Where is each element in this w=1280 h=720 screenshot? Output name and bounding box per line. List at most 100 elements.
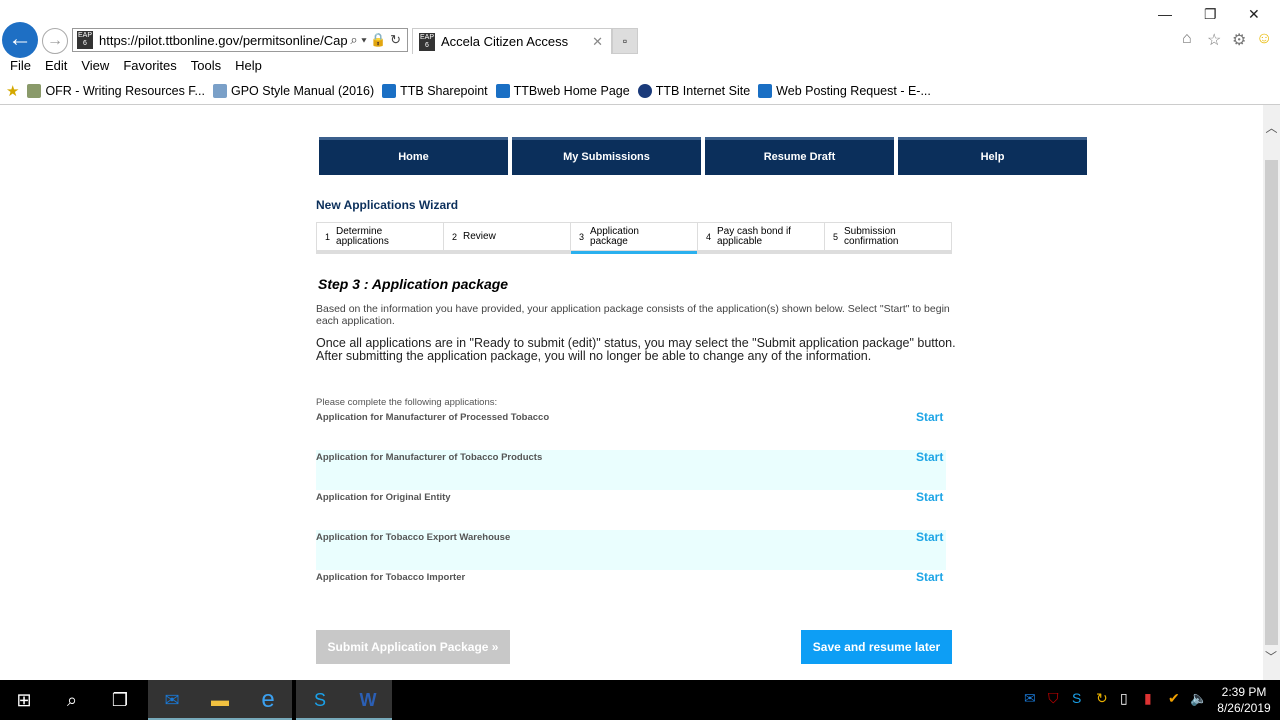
tab-title: Accela Citizen Access <box>441 34 569 49</box>
step-heading: Step 3 : Application package <box>318 276 509 292</box>
close-tab-icon[interactable]: ✕ <box>592 33 603 49</box>
application-row: Application for Tobacco Export Warehouse… <box>316 530 946 570</box>
application-row: Application for Original Entity Start <box>316 490 946 530</box>
search-icon[interactable]: ⌕ <box>66 690 78 710</box>
file-explorer-icon[interactable]: ▬ <box>196 680 244 720</box>
submit-package-button[interactable]: Submit Application Package » <box>316 630 510 664</box>
smiley-icon[interactable]: ☺ <box>1256 30 1273 47</box>
step-number: 4 <box>706 231 712 242</box>
skype-icon[interactable]: S <box>296 680 344 720</box>
step-2: 2 Review <box>444 223 571 250</box>
favorites-star-icon[interactable]: ☆ <box>1207 32 1222 49</box>
nav-help[interactable]: Help <box>898 137 1087 175</box>
forward-button[interactable]: → <box>42 28 68 54</box>
ttb-seal-icon <box>637 84 652 98</box>
instructions-text: Once all applications are in "Ready to s… <box>316 336 956 363</box>
step-1: 1 Determine applications <box>317 223 444 250</box>
start-link[interactable]: Start <box>916 570 944 584</box>
usb-icon[interactable]: ▯ <box>1120 690 1128 706</box>
application-row: Application for Manufacturer of Tobacco … <box>316 450 946 490</box>
step-label: Submission confirmation <box>844 225 899 247</box>
step-number: 3 <box>579 231 585 242</box>
scroll-down-icon[interactable]: ﹀ <box>1265 650 1278 664</box>
sync-icon[interactable]: ↻ <box>1096 690 1108 706</box>
favorite-label: GPO Style Manual (2016) <box>230 84 375 98</box>
step-label: Pay cash bond if applicable <box>717 225 791 247</box>
favorite-label: TTB Internet Site <box>655 84 751 98</box>
menu-edit[interactable]: Edit <box>44 58 68 73</box>
browser-chrome: ← → EAP 6 https://pilot.ttbonline.gov/per… <box>0 0 1280 105</box>
date: 8/26/2019 <box>1217 701 1271 715</box>
menu-file[interactable]: File <box>10 58 31 73</box>
word-icon[interactable]: W <box>344 680 392 720</box>
favorite-link[interactable]: OFR - Writing Resources F... <box>27 84 205 98</box>
step-3: 3 Application package <box>571 223 698 254</box>
favorite-link[interactable]: TTB Internet Site <box>637 84 751 98</box>
volume-icon[interactable]: 🔈 <box>1190 690 1208 706</box>
application-row: Application for Manufacturer of Processe… <box>316 410 946 450</box>
clock[interactable]: 2:39 PM 8/26/2019 <box>1212 684 1276 716</box>
step-label: Application package <box>590 225 639 247</box>
scroll-up-icon[interactable]: ︿ <box>1265 121 1278 135</box>
nav-my-submissions[interactable]: My Submissions <box>512 137 701 175</box>
checklist-icon[interactable]: ✔ <box>1168 690 1180 706</box>
start-link[interactable]: Start <box>916 450 944 464</box>
nav-home[interactable]: Home <box>319 137 508 175</box>
outlook-tray-icon[interactable]: ✉ <box>1024 690 1036 706</box>
menu-view[interactable]: View <box>81 58 110 73</box>
menu-bar: File Edit View Favorites Tools Help <box>10 58 276 73</box>
list-lead: Please complete the following applicatio… <box>316 397 498 408</box>
application-name: Application for Tobacco Export Warehouse <box>316 532 511 543</box>
favorite-label: TTB Sharepoint <box>400 84 488 98</box>
url-text: https://pilot.ttbonline.gov/permitsonlin… <box>99 32 348 48</box>
application-name: Application for Manufacturer of Processe… <box>316 412 550 423</box>
favorite-link[interactable]: Web Posting Request - E-... <box>758 84 931 98</box>
windows-start-icon[interactable]: ⊞ <box>16 690 32 710</box>
scrollbar-thumb[interactable] <box>1265 160 1278 645</box>
task-view-icon[interactable]: ❐ <box>111 690 129 710</box>
outlook-icon[interactable]: ✉ <box>148 680 196 720</box>
start-link[interactable]: Start <box>916 490 944 504</box>
start-link[interactable]: Start <box>916 410 944 424</box>
favorite-label: TTBweb Home Page <box>513 84 630 98</box>
step-number: 2 <box>452 231 458 242</box>
gear-icon[interactable]: ⚙ <box>1232 32 1247 49</box>
sharepoint-icon <box>758 84 773 98</box>
add-favorite-icon[interactable]: ★ <box>6 83 20 100</box>
menu-tools[interactable]: Tools <box>190 58 222 73</box>
favorite-link[interactable]: TTBweb Home Page <box>495 84 630 98</box>
favorite-link[interactable]: TTB Sharepoint <box>382 84 488 98</box>
close-window-button[interactable]: ✕ <box>1248 6 1260 22</box>
menu-favorites[interactable]: Favorites <box>123 58 177 73</box>
start-link[interactable]: Start <box>916 530 944 544</box>
minimize-button[interactable]: — <box>1158 6 1172 22</box>
step-number: 5 <box>833 231 839 242</box>
step-number: 1 <box>325 231 331 242</box>
favorite-label: Web Posting Request - E-... <box>776 84 931 98</box>
new-tab-button[interactable]: ▫ <box>612 28 638 54</box>
save-resume-button[interactable]: Save and resume later <box>801 630 952 664</box>
step-label: Review <box>463 230 496 242</box>
skype-tray-icon[interactable]: S <box>1072 690 1082 706</box>
application-row: Application for Tobacco Importer Start <box>316 570 946 610</box>
application-name: Application for Tobacco Importer <box>316 572 466 583</box>
application-name: Application for Manufacturer of Tobacco … <box>316 452 543 463</box>
wizard-steps: 1 Determine applications 2 Review 3 Applica… <box>316 222 952 254</box>
address-bar[interactable]: EAP 6 https://pilot.ttbonline.gov/permits… <box>72 28 408 52</box>
mcafee-icon[interactable]: ⛉ <box>1048 690 1059 706</box>
search-lock-refresh-icon[interactable]: ⌕ ▾ 🔒 ↻ <box>350 32 401 47</box>
internet-explorer-icon[interactable]: e <box>244 680 292 720</box>
ofr-icon <box>27 84 42 98</box>
back-button[interactable]: ← <box>2 22 38 58</box>
home-icon[interactable]: ⌂ <box>1182 30 1192 47</box>
nav-resume-draft[interactable]: Resume Draft <box>705 137 894 175</box>
browser-tab[interactable]: EAP 6 Accela Citizen Access ✕ <box>412 28 612 54</box>
time: 2:39 PM <box>1221 685 1267 699</box>
restore-button[interactable]: ❐ <box>1204 6 1217 22</box>
favorite-link[interactable]: GPO Style Manual (2016) <box>212 84 375 98</box>
menu-help[interactable]: Help <box>235 58 262 73</box>
site-icon: EAP 6 <box>77 31 93 49</box>
battery-icon[interactable]: ▮ <box>1144 690 1152 706</box>
application-name: Application for Original Entity <box>316 492 451 503</box>
gpo-icon <box>212 84 227 98</box>
